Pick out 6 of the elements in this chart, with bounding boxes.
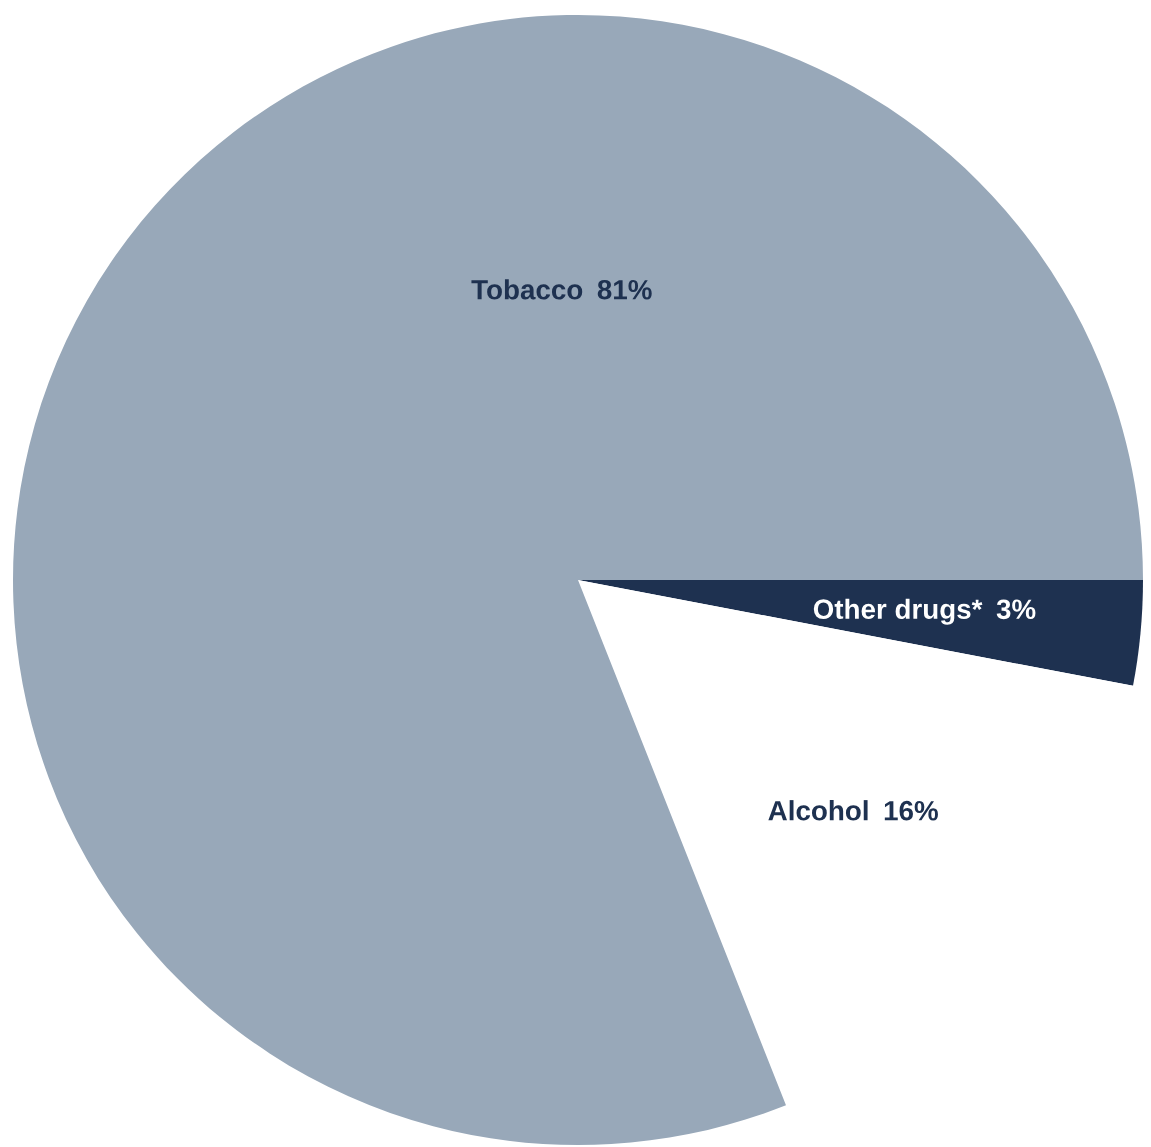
data-label: 81% bbox=[597, 279, 652, 300]
data-label: 16% bbox=[884, 800, 938, 821]
data-label: 3% bbox=[996, 599, 1036, 620]
slice-label: Other drugs* bbox=[813, 598, 983, 625]
slice-label: Tobacco bbox=[471, 279, 583, 300]
slice-label: Alcohol bbox=[768, 800, 868, 821]
